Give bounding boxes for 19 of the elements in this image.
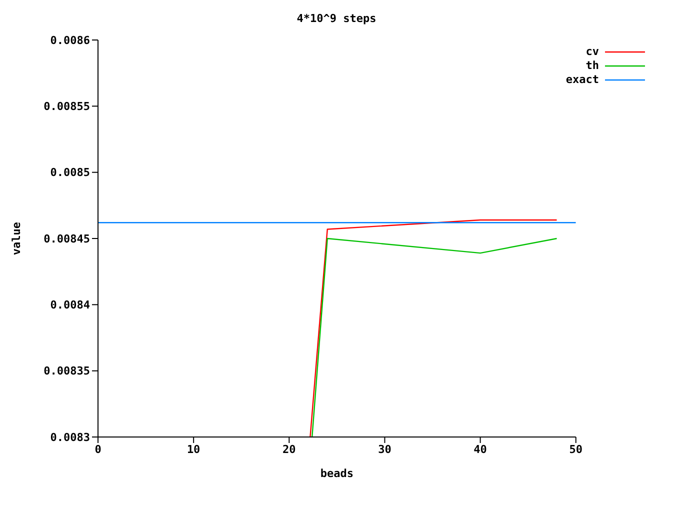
x-tick-label: 20 <box>282 442 296 456</box>
y-tick-label: 0.00855 <box>44 100 90 114</box>
x-tick-label: 30 <box>378 442 392 456</box>
x-tick-label: 0 <box>94 442 102 456</box>
y-tick-label: 0.0086 <box>50 34 90 47</box>
legend-label: th <box>586 59 599 73</box>
legend-label: cv <box>586 45 599 59</box>
x-tick-label: 10 <box>186 442 200 456</box>
legend-label: exact <box>566 73 599 87</box>
x-tick-label: 40 <box>474 442 487 456</box>
y-tick-label: 0.0084 <box>50 298 90 312</box>
x-axis-title: beads <box>320 467 354 480</box>
x-tick-label: 50 <box>569 442 582 456</box>
y-tick-label: 0.0083 <box>50 430 90 444</box>
y-tick-label: 0.00845 <box>44 232 90 246</box>
y-axis-title: value <box>10 222 23 256</box>
y-tick-label: 0.00835 <box>44 364 90 378</box>
y-tick-label: 0.0085 <box>50 166 90 180</box>
chart-title: 4*10^9 steps <box>296 11 378 27</box>
